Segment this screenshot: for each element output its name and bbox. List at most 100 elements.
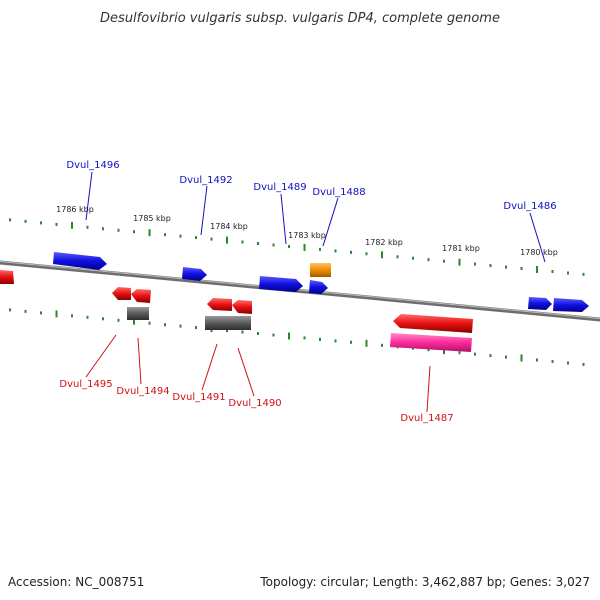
- gene-label-dvul-1487[interactable]: Dvul_1487: [400, 413, 453, 424]
- minor-tick: [179, 234, 182, 238]
- minor-tick: [474, 262, 476, 266]
- minor-tick: [427, 258, 430, 262]
- genome-backbone-highlight: [0, 260, 600, 320]
- minor-tick: [288, 245, 290, 248]
- minor-tick: [164, 323, 166, 327]
- minor-tick: [474, 352, 476, 356]
- kbp-scale: 1786 kbp 1785 kbp 1784 kbp 1783 kbp 1782…: [56, 205, 558, 257]
- topology-text: Topology: circular; Length: 3,462,887 bp…: [259, 575, 590, 589]
- gene-label-dvul-1490[interactable]: Dvul_1490: [228, 398, 281, 409]
- minor-tick: [179, 324, 182, 328]
- major-tick: [71, 221, 73, 229]
- leader-line: [200, 185, 208, 236]
- minor-tick: [71, 314, 73, 318]
- major-tick: [536, 266, 538, 273]
- minor-tick: [164, 233, 166, 237]
- gene-orange-feature[interactable]: [310, 263, 331, 277]
- minor-tick: [257, 242, 259, 245]
- genome-backbone: [0, 260, 600, 322]
- minor-tick: [365, 252, 368, 256]
- major-tick: [226, 236, 228, 244]
- gene-dvul-1487[interactable]: [390, 333, 472, 352]
- minor-tick: [427, 348, 430, 352]
- gene-labels: Dvul_1496 Dvul_1492 Dvul_1489 Dvul_1488 …: [59, 160, 556, 424]
- minor-tick: [303, 336, 306, 340]
- kbp-label: 1782 kbp: [365, 238, 403, 247]
- minor-tick: [55, 222, 58, 226]
- gene-dvul-1496[interactable]: [53, 252, 107, 270]
- accession-text: Accession: NC_008751: [8, 575, 144, 589]
- gene-dvul-1486[interactable]: [528, 297, 552, 310]
- kbp-label: 1786 kbp: [56, 205, 94, 214]
- gene-label-dvul-1495[interactable]: Dvul_1495: [59, 379, 112, 390]
- leader-line: [201, 343, 218, 391]
- minor-tick: [257, 332, 259, 335]
- minor-tick: [551, 360, 554, 363]
- minor-tick: [505, 265, 507, 269]
- minor-tick: [117, 318, 120, 322]
- upper-tick-track: [9, 218, 585, 276]
- gene-dvul-1494[interactable]: [127, 307, 149, 320]
- minor-tick: [102, 227, 104, 231]
- minor-tick: [24, 309, 27, 313]
- minor-tick: [102, 317, 104, 321]
- minor-tick: [350, 340, 352, 344]
- major-tick: [381, 251, 383, 259]
- gene-dvul-1492[interactable]: [182, 267, 207, 281]
- gene-label-dvul-1496[interactable]: Dvul_1496: [66, 160, 119, 171]
- leader-line: [280, 193, 287, 245]
- lower-tick-track: [9, 308, 585, 366]
- gene-dvul-1491-part[interactable]: [232, 300, 252, 314]
- minor-tick: [319, 337, 321, 341]
- gene-label-dvul-1494[interactable]: Dvul_1494: [116, 386, 169, 397]
- minor-tick: [40, 311, 42, 315]
- gene-label-dvul-1489[interactable]: Dvul_1489: [253, 182, 306, 193]
- gene-dvul-1495[interactable]: [112, 287, 131, 300]
- major-tick: [520, 354, 523, 362]
- minor-tick: [210, 237, 213, 241]
- minor-tick: [412, 256, 414, 260]
- major-tick: [288, 332, 290, 340]
- minor-tick: [350, 250, 352, 254]
- gene-dvul-1487-upper[interactable]: [393, 314, 473, 333]
- gene-label-dvul-1488[interactable]: Dvul_1488: [312, 187, 365, 198]
- gene-dvul-1491[interactable]: [207, 298, 232, 311]
- kbp-label: 1784 kbp: [210, 222, 248, 231]
- gene-label-dvul-1492[interactable]: Dvul_1492: [179, 175, 232, 186]
- minor-tick: [24, 219, 27, 223]
- minor-tick: [489, 264, 492, 268]
- leader-line: [137, 337, 142, 385]
- minor-tick: [567, 361, 569, 365]
- gene-adjacent-plus[interactable]: [553, 298, 589, 312]
- minor-tick: [567, 271, 569, 275]
- minor-tick: [86, 225, 89, 229]
- genome-title: Desulfovibrio vulgaris subsp. vulgaris D…: [100, 11, 500, 26]
- minor-tick: [443, 259, 445, 263]
- minor-tick: [195, 236, 197, 240]
- gene-dvul-1495-part[interactable]: [131, 289, 151, 303]
- minor-tick: [319, 247, 321, 251]
- gene-label-dvul-1491[interactable]: Dvul_1491: [172, 392, 225, 403]
- major-tick: [133, 317, 135, 325]
- minor-tick: [272, 333, 275, 337]
- gene-label-dvul-1486[interactable]: Dvul_1486: [503, 201, 556, 212]
- minor-tick: [334, 339, 337, 343]
- minor-tick: [226, 329, 228, 333]
- leader-line: [85, 171, 93, 221]
- minor-tick: [582, 362, 585, 366]
- minor-tick: [458, 351, 461, 355]
- minor-tick: [381, 343, 383, 347]
- kbp-label: 1783 kbp: [288, 231, 326, 240]
- gene-dvul-1488[interactable]: [309, 280, 328, 294]
- minor-tick: [195, 326, 197, 330]
- major-tick: [303, 243, 306, 251]
- minor-tick: [9, 218, 11, 222]
- minor-tick: [396, 255, 399, 259]
- gene-edge-minus[interactable]: [0, 270, 14, 284]
- leader-line: [237, 347, 255, 397]
- minor-tick: [489, 354, 492, 358]
- gene-dvul-1490[interactable]: [205, 316, 251, 330]
- minor-tick: [551, 270, 554, 273]
- gene-dvul-1489[interactable]: [259, 276, 303, 292]
- major-tick: [365, 339, 368, 347]
